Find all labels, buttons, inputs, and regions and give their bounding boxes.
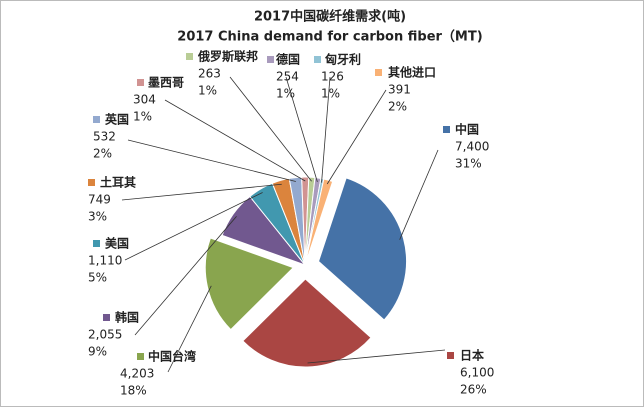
chart-title: 2017中国碳纤维需求(吨) [254,9,406,25]
legend-swatch [375,69,382,76]
legend-swatch [137,79,144,86]
slice-percent: 2% [388,100,407,114]
leader-line [127,139,296,182]
slice-value: 532 [93,130,116,144]
pie-slice [304,178,334,266]
slice-name: 德国 [276,52,300,67]
slice-percent: 18% [120,384,147,398]
slice-percent: 26% [460,383,487,397]
leader-line [164,99,306,182]
leader-line [285,76,318,183]
leader-line [321,76,331,183]
slice-name: 日本 [460,348,484,363]
legend-swatch [314,56,321,63]
legend-swatch [443,126,450,133]
legend-swatch [267,56,274,63]
slice-value: 7,400 [455,140,489,154]
legend-swatch [137,353,144,360]
leader-line [307,349,446,364]
slice-name: 墨西哥 [148,76,184,90]
slice-name: 匈牙利 [324,52,361,67]
leader-line [124,192,263,261]
slice-name: 韩国 [115,310,139,325]
leader-line [167,285,212,373]
slice-name: 英国 [105,112,129,127]
slice-value: 1,110 [88,254,122,268]
leader-line [326,89,387,185]
slice-percent: 1% [276,87,295,101]
slice-value: 391 [388,83,411,97]
pie-slice [242,278,372,368]
pie-slice [317,177,407,321]
slice-value: 6,100 [460,366,494,380]
slice-value: 126 [321,70,344,84]
slice-value: 263 [198,67,221,81]
slice-percent: 1% [133,110,152,124]
slice-name: 俄罗斯联邦 [197,49,258,64]
pie-slice [204,237,295,331]
legend-swatch [186,53,193,60]
slice-value: 4,203 [120,367,154,381]
slice-percent: 1% [321,87,340,101]
slice-name: 其他进口 [388,65,436,80]
slice-value: 2,055 [88,328,122,342]
slice-value: 254 [276,70,299,84]
slice-name: 中国台湾 [148,349,196,364]
slice-name: 中国 [455,122,479,137]
slice-percent: 5% [88,271,107,285]
legend-swatch [93,240,100,247]
chart-subtitle: 2017 China demand for carbon fiber（MT) [177,29,482,45]
slice-percent: 31% [455,157,482,171]
slice-value: 749 [88,193,111,207]
slice-percent: 9% [88,345,107,359]
legend-swatch [88,179,95,186]
legend-swatch [93,116,100,123]
leader-line [134,216,237,336]
slice-name: 美国 [105,236,129,251]
slice-value: 304 [133,93,156,107]
slice-name: 土耳其 [100,175,136,190]
legend-swatch [103,314,110,321]
slice-percent: 3% [88,210,107,224]
leader-line [399,149,439,240]
leader-line [121,183,282,201]
legend-swatch [447,352,454,359]
leader-line [229,76,312,182]
slice-percent: 2% [93,147,112,161]
slice-percent: 1% [198,84,217,98]
